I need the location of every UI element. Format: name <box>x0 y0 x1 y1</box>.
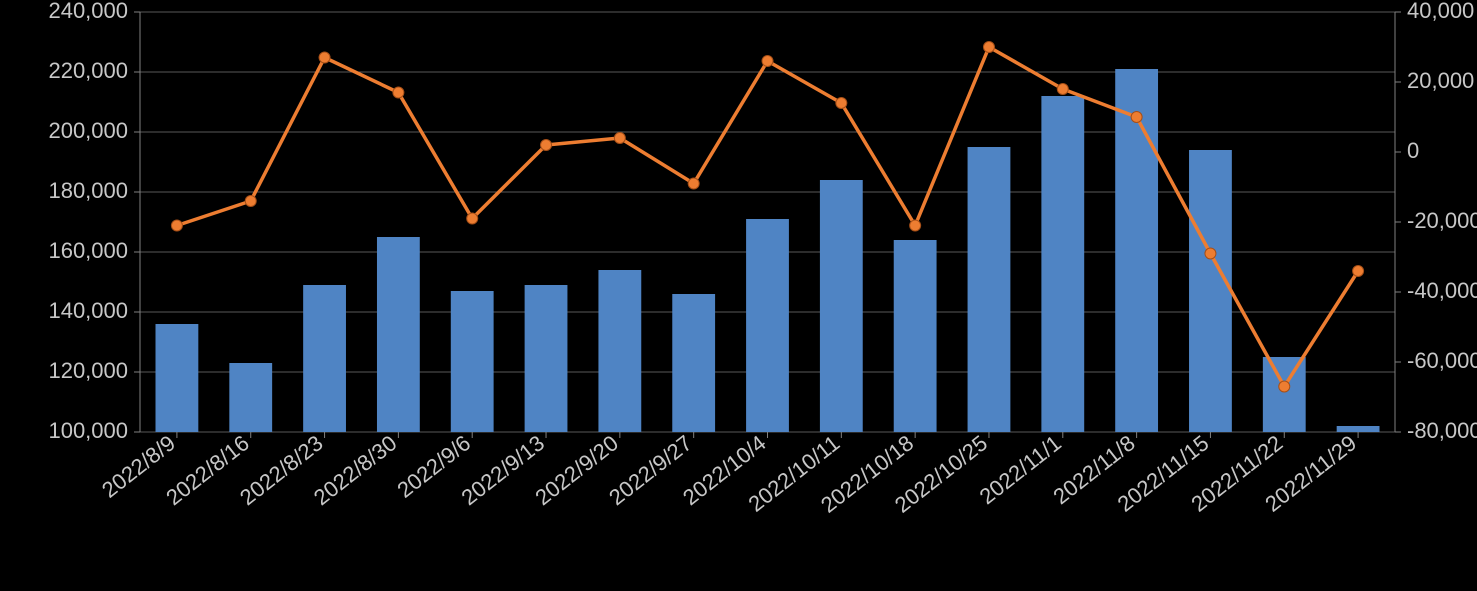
line-marker <box>1131 112 1142 123</box>
bar <box>229 363 272 432</box>
line-marker <box>467 213 478 224</box>
bar <box>672 294 715 432</box>
y2-tick-label: -40,000 <box>1407 278 1477 303</box>
bar <box>968 147 1011 432</box>
bar <box>1337 426 1380 432</box>
line-marker <box>393 87 404 98</box>
y2-tick-label: 0 <box>1407 138 1419 163</box>
line-marker <box>171 220 182 231</box>
line-marker <box>1279 381 1290 392</box>
y1-tick-label: 220,000 <box>48 58 128 83</box>
y1-tick-label: 160,000 <box>48 238 128 263</box>
y2-tick-label: -20,000 <box>1407 208 1477 233</box>
y1-tick-label: 140,000 <box>48 298 128 323</box>
bar <box>820 180 863 432</box>
bar <box>1041 96 1084 432</box>
line-marker <box>983 42 994 53</box>
y1-tick-label: 200,000 <box>48 118 128 143</box>
line-marker <box>910 220 921 231</box>
line-marker <box>319 52 330 63</box>
line-marker <box>688 178 699 189</box>
bar <box>1115 69 1158 432</box>
bar <box>451 291 494 432</box>
y2-tick-label: -60,000 <box>1407 348 1477 373</box>
line-marker <box>245 196 256 207</box>
bar <box>303 285 346 432</box>
y2-tick-label: -80,000 <box>1407 418 1477 443</box>
line-marker <box>614 133 625 144</box>
y1-tick-label: 240,000 <box>48 0 128 23</box>
combo-chart: 100,000 120,000 140,000 160,000 180,000 200,0… <box>0 0 1477 591</box>
line-marker <box>1205 248 1216 259</box>
line-marker <box>836 98 847 109</box>
y2-tick-label: 20,000 <box>1407 68 1474 93</box>
bar <box>156 324 199 432</box>
bar <box>525 285 568 432</box>
chart-container: 100,000 120,000 140,000 160,000 180,000 200,0… <box>0 0 1477 591</box>
bar <box>746 219 789 432</box>
line-marker <box>1353 266 1364 277</box>
bar <box>894 240 937 432</box>
line-marker <box>1057 84 1068 95</box>
y1-tick-label: 120,000 <box>48 358 128 383</box>
y1-tick-label: 180,000 <box>48 178 128 203</box>
bar <box>598 270 641 432</box>
bar <box>1263 357 1306 432</box>
line-marker <box>762 56 773 67</box>
y2-tick-label: 40,000 <box>1407 0 1474 23</box>
y1-tick-label: 100,000 <box>48 418 128 443</box>
bar <box>377 237 420 432</box>
line-marker <box>541 140 552 151</box>
bar <box>1189 150 1232 432</box>
